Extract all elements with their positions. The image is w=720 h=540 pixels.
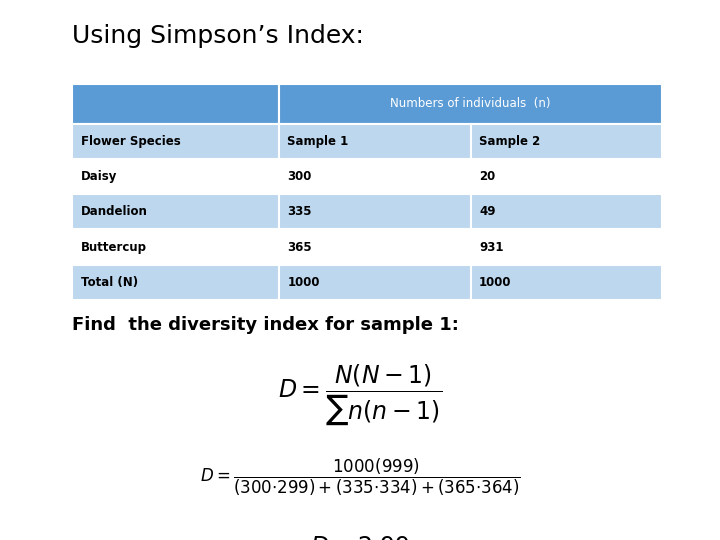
Text: 365: 365 bbox=[287, 240, 312, 254]
Text: Sample 1: Sample 1 bbox=[287, 135, 348, 148]
Text: 931: 931 bbox=[480, 240, 504, 254]
Bar bbox=[471, 124, 662, 159]
Bar bbox=[72, 230, 279, 265]
Bar bbox=[72, 124, 279, 159]
Text: Buttercup: Buttercup bbox=[81, 240, 147, 254]
Text: 335: 335 bbox=[287, 205, 312, 219]
Bar bbox=[72, 159, 279, 194]
Text: 20: 20 bbox=[480, 170, 495, 184]
Bar bbox=[471, 265, 662, 300]
Bar bbox=[471, 194, 662, 230]
Bar bbox=[279, 124, 471, 159]
Text: Total (N): Total (N) bbox=[81, 275, 138, 289]
Text: Flower Species: Flower Species bbox=[81, 135, 181, 148]
Text: $D = \dfrac{1000(999)}{(300{\cdot}299)+(335{\cdot}334)+(365{\cdot}364)}$: $D = \dfrac{1000(999)}{(300{\cdot}299)+(… bbox=[199, 456, 521, 497]
Text: $D = 2.99$: $D = 2.99$ bbox=[310, 535, 410, 540]
Text: Daisy: Daisy bbox=[81, 170, 117, 184]
Bar bbox=[72, 194, 279, 230]
Text: Using Simpson’s Index:: Using Simpson’s Index: bbox=[72, 24, 364, 48]
Bar bbox=[471, 159, 662, 194]
Bar bbox=[72, 265, 279, 300]
Bar bbox=[279, 159, 471, 194]
Bar bbox=[279, 84, 662, 124]
Bar bbox=[279, 265, 471, 300]
Text: Numbers of individuals  (n): Numbers of individuals (n) bbox=[390, 97, 551, 111]
Bar bbox=[72, 84, 279, 124]
Text: $D = \dfrac{N(N-1)}{\sum n(n-1)}$: $D = \dfrac{N(N-1)}{\sum n(n-1)}$ bbox=[278, 362, 442, 427]
Text: Find  the diversity index for sample 1:: Find the diversity index for sample 1: bbox=[72, 316, 459, 334]
Text: Dandelion: Dandelion bbox=[81, 205, 148, 219]
Text: 1000: 1000 bbox=[480, 275, 512, 289]
Text: 300: 300 bbox=[287, 170, 312, 184]
Text: 1000: 1000 bbox=[287, 275, 320, 289]
Bar bbox=[471, 230, 662, 265]
Bar bbox=[279, 230, 471, 265]
Bar bbox=[279, 194, 471, 230]
Text: 49: 49 bbox=[480, 205, 495, 219]
Text: Sample 2: Sample 2 bbox=[480, 135, 541, 148]
